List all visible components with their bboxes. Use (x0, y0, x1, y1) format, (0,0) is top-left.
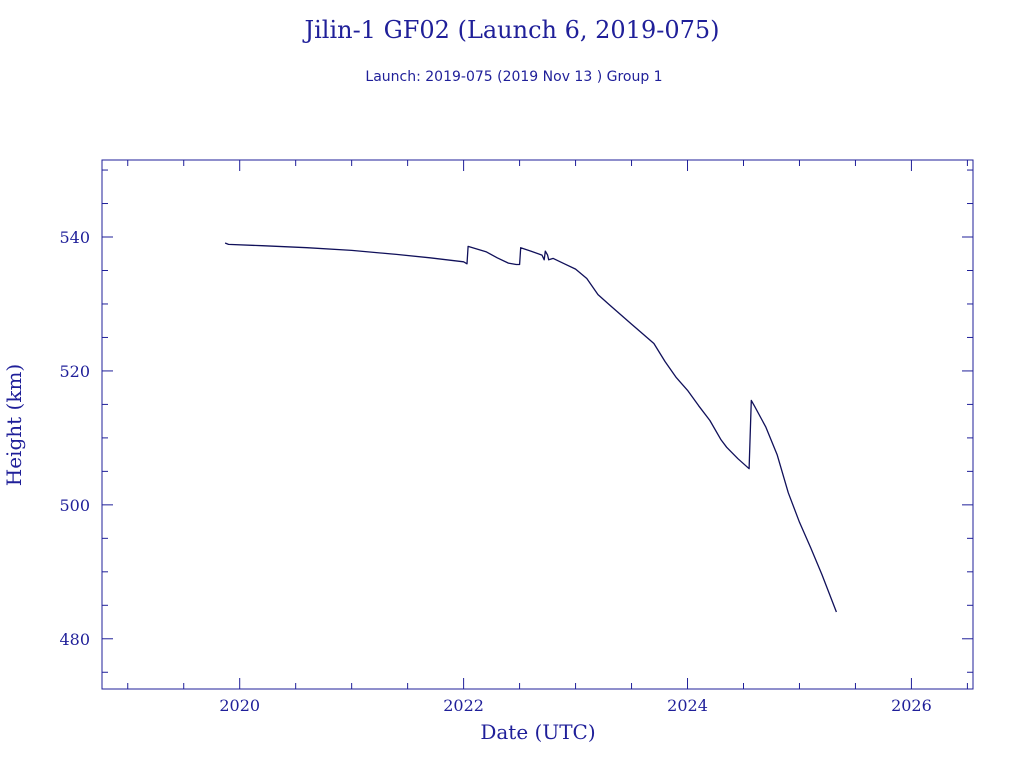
x-tick-label: 2024 (667, 696, 708, 715)
y-tick-label: 540 (59, 228, 90, 247)
chart-title: Jilin-1 GF02 (Launch 6, 2019-075) (301, 16, 719, 44)
x-tick-label: 2026 (891, 696, 932, 715)
series-group (224, 242, 838, 613)
chart-subtitle: Launch: 2019-075 (2019 Nov 13 ) Group 1 (365, 69, 662, 85)
y-tick-label: 520 (59, 362, 90, 381)
axis-ticks (102, 160, 973, 689)
height-series-line-0 (224, 242, 838, 613)
x-tick-label: 2020 (219, 696, 260, 715)
x-axis-label: Date (UTC) (480, 720, 595, 744)
tick-labels: 2020 2022 2024 2026 480 500 520 540 (59, 228, 931, 715)
y-tick-label: 500 (59, 496, 90, 515)
x-tick-label: 2022 (443, 696, 484, 715)
y-axis-label: Height (km) (2, 364, 26, 486)
y-tick-label: 480 (59, 630, 90, 649)
plot-frame (101, 159, 974, 690)
